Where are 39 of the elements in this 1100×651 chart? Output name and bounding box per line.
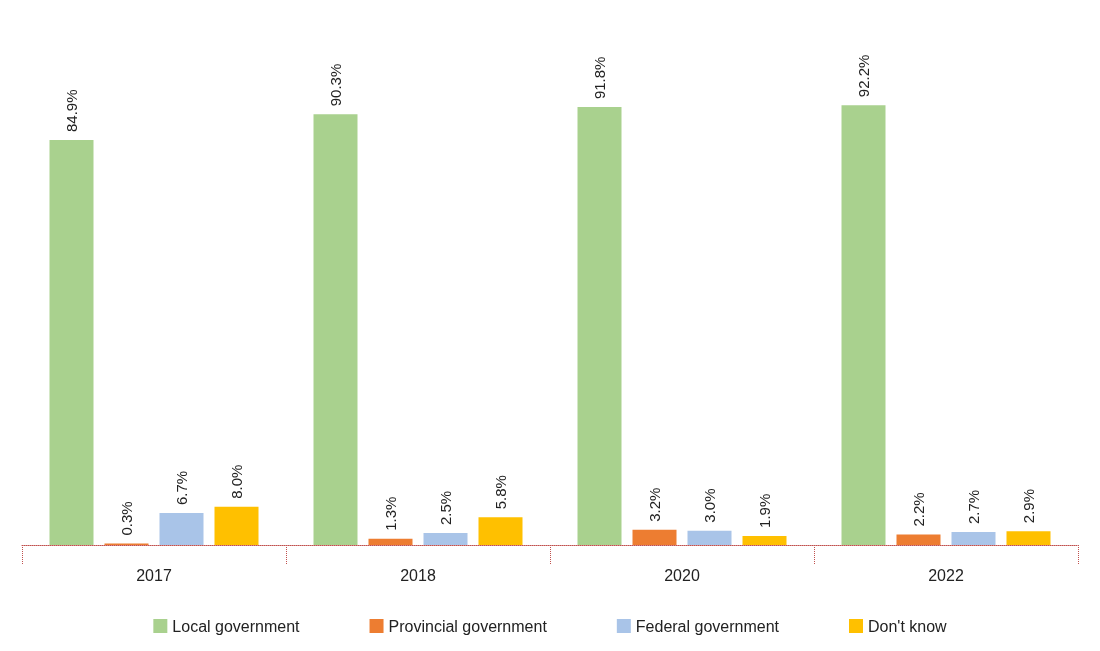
data-label: 2.5% (437, 490, 454, 526)
x-tick-label: 2017 (136, 566, 172, 584)
data-label: 6.7% (173, 470, 190, 506)
data-label: 2.7% (965, 489, 982, 525)
bar (577, 107, 622, 545)
bar (951, 532, 996, 545)
data-label: 8.0% (228, 464, 245, 499)
bar (159, 513, 204, 545)
data-label: 3.0% (701, 488, 718, 523)
data-label: 91.8% (591, 56, 608, 100)
data-label: 1.9% (756, 493, 773, 528)
legend-label: Local government (172, 617, 301, 635)
x-tick-label: 2022 (928, 566, 964, 584)
bar (1006, 531, 1051, 545)
bar (632, 529, 677, 545)
data-label: 2.2% (910, 492, 927, 527)
data-label: 92.2% (855, 54, 872, 98)
bar (687, 530, 732, 545)
data-label: 2.9% (1020, 488, 1037, 524)
legend-label: Federal government (635, 617, 780, 635)
x-tick-label: 2018 (400, 566, 436, 584)
bar (896, 534, 941, 545)
x-tick-label: 2020 (664, 566, 700, 584)
data-label: 5.8% (492, 475, 509, 510)
data-label: 0.3% (118, 501, 135, 536)
bar (49, 140, 94, 545)
bar (841, 105, 886, 545)
data-label: 3.2% (646, 487, 663, 522)
bar (368, 538, 413, 545)
data-label: 90.3% (327, 63, 344, 107)
legend-label: Provincial government (388, 617, 548, 635)
bar (214, 506, 259, 545)
bar (313, 114, 358, 545)
bar (742, 535, 787, 545)
data-label: 84.9% (63, 89, 80, 133)
legend-label: Don't know (868, 617, 948, 635)
bar (423, 533, 468, 545)
bar (478, 517, 523, 545)
data-label: 1.3% (382, 496, 399, 531)
